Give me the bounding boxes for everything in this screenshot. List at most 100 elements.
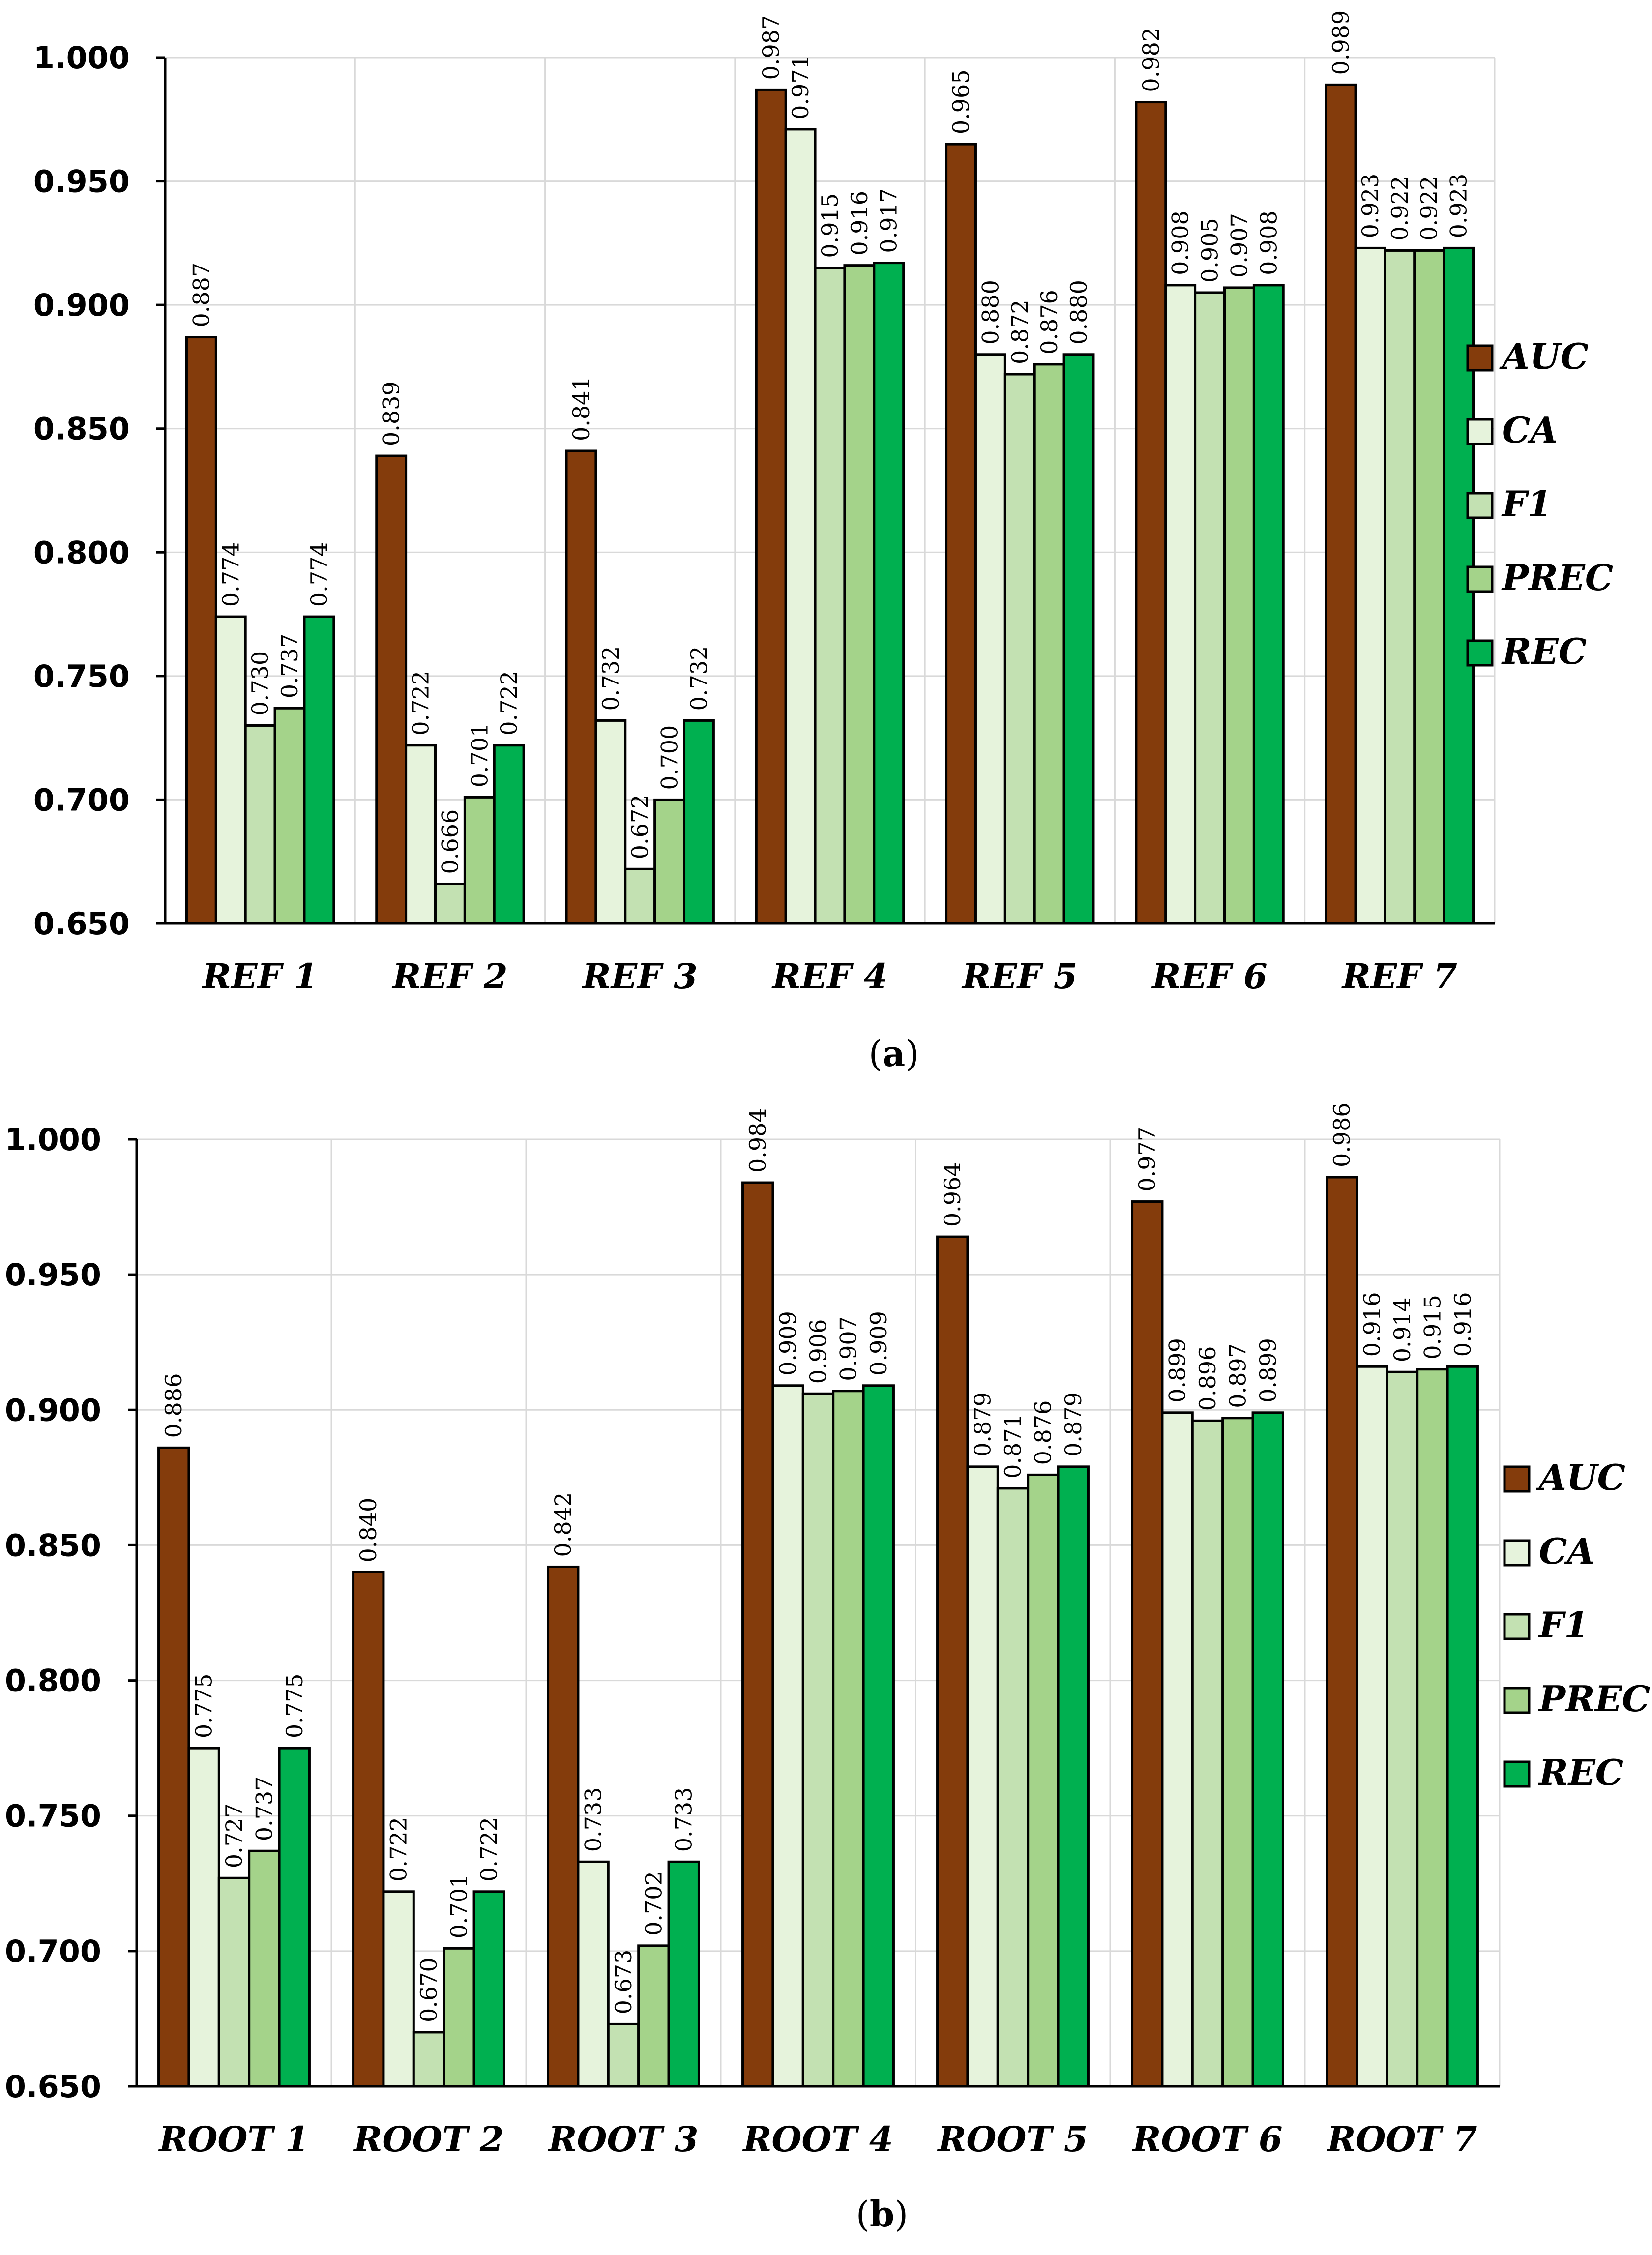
data-label: 0.964 — [939, 1162, 966, 1227]
bar-auc — [1131, 1200, 1164, 2088]
data-label: 0.987 — [758, 15, 784, 80]
bar-rec — [683, 719, 715, 925]
y-tick-label: 0.750 — [5, 1798, 101, 1834]
data-label: 0.842 — [550, 1492, 576, 1557]
bar-ca — [382, 1890, 415, 2088]
legend: AUC CA F1 PREC REC — [1503, 1456, 1650, 1793]
legend-label: AUC — [1499, 335, 1589, 377]
data-label: 0.906 — [805, 1319, 831, 1384]
data-label: 0.672 — [627, 795, 653, 860]
bar-f1 — [996, 1487, 1030, 2088]
x-tick-label: ROOT 4 — [742, 2119, 893, 2160]
y-tick-label: 0.650 — [5, 2069, 101, 2105]
bar-f1 — [217, 1876, 251, 2088]
data-label: 0.908 — [1167, 210, 1194, 275]
bar-rec — [278, 1747, 311, 2088]
data-label: 0.923 — [1357, 174, 1384, 238]
data-label: 0.971 — [787, 55, 814, 119]
bar-ca — [966, 1465, 999, 2088]
y-tick-label: 0.700 — [5, 1933, 101, 1969]
bar-prec — [1033, 363, 1065, 925]
bar-prec — [1027, 1473, 1060, 2088]
bar-auc — [185, 336, 217, 925]
legend-swatch-prec — [1466, 565, 1494, 593]
bar-auc — [1326, 1176, 1358, 2088]
bar-auc — [945, 143, 977, 925]
bar-auc — [157, 1446, 190, 2088]
x-tick-label: REF 2 — [391, 956, 507, 997]
bar-ca — [1356, 1365, 1388, 2088]
data-label: 0.841 — [568, 376, 594, 441]
bar-f1 — [1191, 1419, 1224, 2088]
y-tick-label: 0.950 — [33, 164, 130, 200]
legend-swatch-prec — [1503, 1687, 1531, 1714]
data-label: 0.701 — [445, 1874, 472, 1939]
data-label: 0.670 — [415, 1958, 442, 2022]
data-label: 0.840 — [355, 1498, 382, 1563]
data-label: 0.722 — [496, 671, 522, 736]
data-label: 0.916 — [1449, 1292, 1476, 1357]
data-label: 0.775 — [281, 1673, 308, 1738]
data-label: 0.907 — [1226, 213, 1252, 278]
bar-prec — [1221, 1417, 1254, 2088]
data-label: 0.922 — [1416, 176, 1443, 241]
bar-auc — [565, 449, 597, 925]
bar-ca — [577, 1860, 610, 2088]
bar-auc — [755, 88, 787, 925]
bar-prec — [832, 1390, 865, 2088]
data-label: 0.909 — [775, 1311, 801, 1376]
data-label: 0.984 — [744, 1108, 771, 1173]
x-tick-label: ROOT 3 — [547, 2119, 698, 2160]
x-tick-label: REF 5 — [961, 956, 1077, 997]
data-label: 0.916 — [1359, 1292, 1386, 1357]
data-label: 0.982 — [1138, 28, 1164, 92]
data-label: 0.897 — [1224, 1343, 1251, 1408]
y-tick-label: 1.000 — [33, 40, 130, 76]
data-label: 0.905 — [1197, 218, 1223, 283]
bar-auc — [352, 1571, 385, 2088]
bar-rec — [862, 1384, 895, 2088]
bar-rec — [1446, 1365, 1479, 2088]
bar-prec — [442, 1947, 475, 2088]
data-label: 0.774 — [217, 542, 244, 607]
data-label: 0.879 — [970, 1392, 996, 1457]
data-label: 0.872 — [1006, 299, 1033, 364]
bar-prec — [1416, 1368, 1449, 2088]
bar-ca — [974, 353, 1006, 925]
bar-ca — [594, 719, 627, 925]
bar-auc — [741, 1181, 774, 2088]
data-label: 0.887 — [188, 263, 214, 327]
data-label: 0.896 — [1194, 1346, 1221, 1411]
bar-f1 — [607, 2022, 640, 2088]
x-tick-label: REF 3 — [582, 956, 698, 997]
bar-ca — [1354, 246, 1386, 925]
bar-ca — [405, 744, 437, 925]
y-tick-label: 0.950 — [5, 1257, 101, 1293]
data-label: 0.700 — [656, 725, 683, 790]
y-tick-label: 0.800 — [33, 534, 130, 570]
bar-prec — [637, 1944, 670, 2088]
data-label: 0.732 — [685, 646, 712, 711]
data-label: 0.965 — [948, 69, 974, 134]
x-tick-label: REF 4 — [771, 956, 887, 997]
data-label: 0.914 — [1389, 1298, 1416, 1363]
data-label: 0.879 — [1060, 1392, 1087, 1457]
bar-auc — [936, 1235, 969, 2088]
legend-swatch-auc — [1503, 1465, 1531, 1493]
data-label: 0.908 — [1255, 210, 1282, 275]
data-label: 0.916 — [846, 191, 873, 256]
data-label: 0.737 — [276, 634, 303, 699]
x-tick-label: REF 1 — [202, 956, 318, 997]
legend-label: REC — [1538, 1751, 1623, 1793]
bar-rec — [493, 744, 525, 925]
legend-label: CA — [1502, 409, 1558, 451]
y-tick-label: 0.700 — [33, 782, 130, 818]
legend-label: F1 — [1538, 1604, 1589, 1646]
bar-ca — [187, 1747, 220, 2088]
bar-ca — [771, 1384, 804, 2088]
legend-label: PREC — [1538, 1678, 1650, 1720]
y-tick-label: 0.650 — [33, 906, 130, 942]
legend-swatch-f1 — [1503, 1613, 1531, 1640]
bar-rec — [303, 615, 335, 925]
y-tick-label: 0.850 — [5, 1527, 101, 1563]
